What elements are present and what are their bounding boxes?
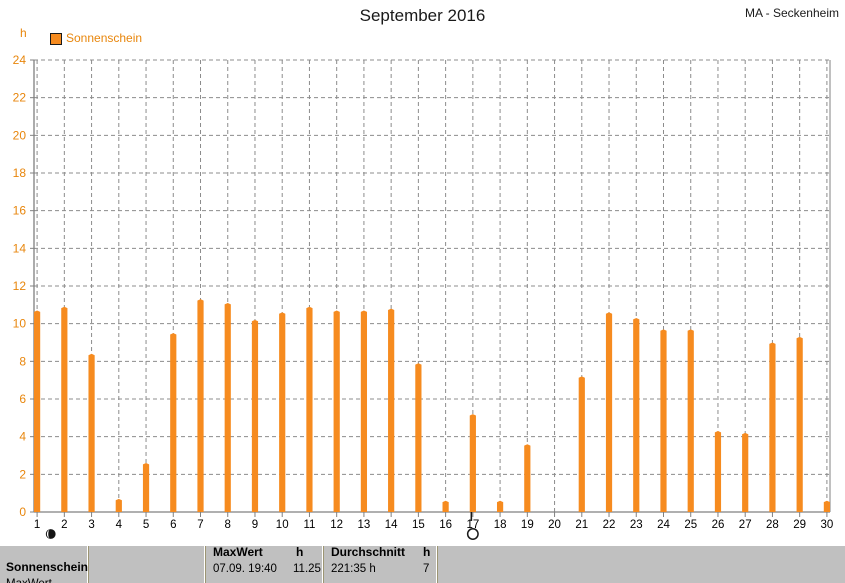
svg-text:5: 5: [143, 519, 149, 531]
svg-text:4: 4: [116, 519, 123, 531]
svg-text:11: 11: [303, 519, 315, 531]
svg-text:30: 30: [821, 519, 834, 531]
svg-text:0: 0: [19, 505, 26, 519]
svg-text:8: 8: [19, 354, 26, 368]
svg-text:2: 2: [19, 467, 26, 481]
svg-text:21: 21: [575, 519, 588, 531]
svg-text:1: 1: [34, 519, 40, 531]
svg-text:14: 14: [385, 519, 398, 531]
svg-text:12: 12: [13, 279, 27, 293]
svg-text:6: 6: [19, 392, 26, 406]
svg-text:25: 25: [684, 519, 697, 531]
svg-text:10: 10: [276, 519, 289, 531]
svg-text:16: 16: [439, 519, 452, 531]
svg-text:4: 4: [19, 430, 26, 444]
svg-text:10: 10: [13, 317, 27, 331]
svg-text:2: 2: [61, 519, 67, 531]
svg-text:22: 22: [603, 519, 616, 531]
svg-text:28: 28: [766, 519, 779, 531]
svg-text:22: 22: [13, 91, 27, 105]
svg-text:8: 8: [225, 519, 231, 531]
svg-text:16: 16: [13, 204, 27, 218]
svg-text:24: 24: [13, 53, 27, 67]
svg-text:27: 27: [739, 519, 752, 531]
svg-text:20: 20: [548, 519, 561, 531]
svg-text:12: 12: [330, 519, 343, 531]
svg-text:23: 23: [630, 519, 643, 531]
svg-text:26: 26: [712, 519, 725, 531]
svg-text:6: 6: [170, 519, 176, 531]
svg-text:7: 7: [197, 519, 203, 531]
svg-text:14: 14: [13, 241, 27, 255]
svg-text:13: 13: [358, 519, 371, 531]
svg-text:24: 24: [657, 519, 670, 531]
svg-text:20: 20: [13, 128, 27, 142]
svg-text:19: 19: [521, 519, 534, 531]
svg-text:18: 18: [13, 166, 27, 180]
svg-text:29: 29: [793, 519, 806, 531]
svg-text:3: 3: [88, 519, 94, 531]
svg-text:9: 9: [252, 519, 258, 531]
svg-text:18: 18: [494, 519, 507, 531]
svg-text:15: 15: [412, 519, 425, 531]
